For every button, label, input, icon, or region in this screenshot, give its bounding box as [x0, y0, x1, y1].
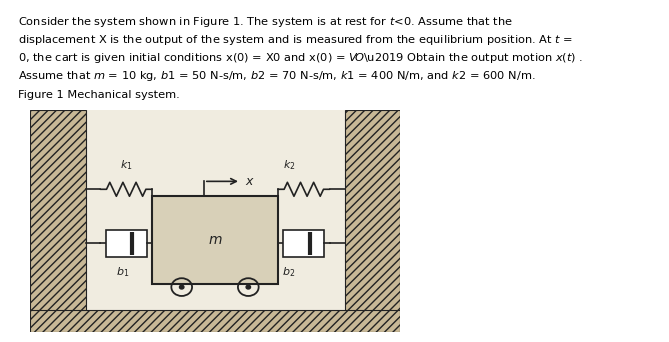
Circle shape [246, 285, 250, 289]
Text: $k_1$: $k_1$ [120, 158, 132, 172]
Text: $b_1$: $b_1$ [116, 265, 129, 279]
Text: 0, the cart is given initial conditions x(0) = X0 and x(0) = $V\!O$\u2019 Obtain: 0, the cart is given initial conditions … [18, 51, 583, 65]
Text: Figure 1 Mechanical system.: Figure 1 Mechanical system. [18, 90, 180, 100]
Bar [86, 110, 345, 310]
Text: $m$: $m$ [207, 233, 222, 247]
Bar [30, 110, 86, 332]
Bar [30, 310, 400, 332]
Text: Consider the system shown in Figure 1. The system is at rest for $t$<0. Assume t: Consider the system shown in Figure 1. T… [18, 15, 513, 29]
Text: $b_2$: $b_2$ [282, 265, 296, 279]
Circle shape [179, 285, 184, 289]
Bar [106, 230, 147, 256]
Text: $k_2$: $k_2$ [283, 158, 295, 172]
Text: Assume that $m$ = 10 kg, $b1$ = 50 N-s/m, $b2$ = 70 N-s/m, $k1$ = 400 N/m, and $: Assume that $m$ = 10 kg, $b1$ = 50 N-s/m… [18, 69, 535, 83]
Text: $x$: $x$ [245, 175, 254, 188]
Bar [152, 196, 278, 285]
Text: displacement X is the output of the system and is measured from the equilibrium : displacement X is the output of the syst… [18, 33, 573, 47]
Bar [284, 230, 324, 256]
Bar [345, 110, 400, 332]
